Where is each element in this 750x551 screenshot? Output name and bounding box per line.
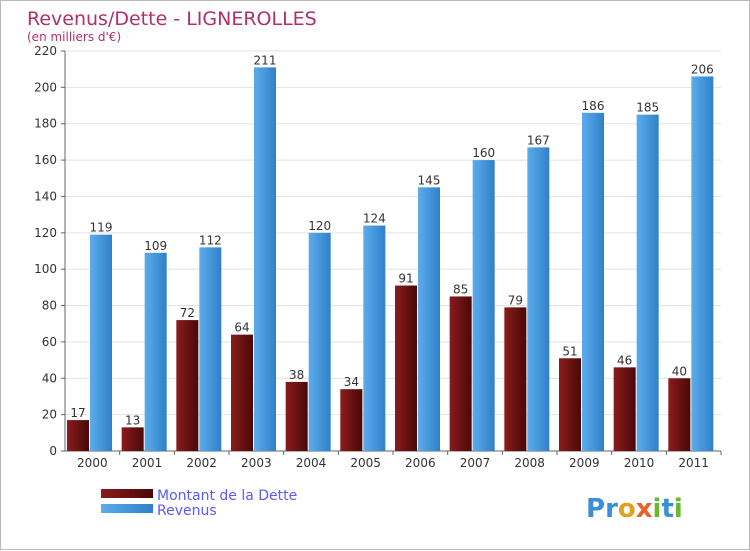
- value-label-revenus: 112: [199, 233, 222, 247]
- bar-revenus: [636, 114, 659, 452]
- value-label-dette: 17: [70, 406, 85, 420]
- y-tick-label: 0: [49, 444, 57, 458]
- bar-dette: [340, 389, 363, 451]
- value-label-revenus: 120: [308, 219, 331, 233]
- y-tick-label: 200: [34, 80, 57, 94]
- x-tick-label: 2010: [624, 456, 655, 470]
- value-label-dette: 64: [234, 321, 249, 335]
- y-tick-label: 160: [34, 153, 57, 167]
- value-label-revenus: 167: [527, 133, 550, 147]
- legend: Montant de la Dette Revenus: [101, 488, 297, 519]
- value-label-revenus: 109: [144, 239, 167, 253]
- value-label-revenus: 145: [418, 173, 441, 187]
- chart-title: Revenus/Dette - LIGNEROLLES: [27, 8, 317, 30]
- chart-subtitle: (en milliers d'€): [27, 30, 121, 44]
- bar-dette: [613, 367, 636, 451]
- proxiti-logo: Proxiti: [586, 494, 683, 524]
- value-label-dette: 72: [180, 306, 195, 320]
- bar-revenus: [199, 247, 222, 451]
- x-tick-label: 2005: [350, 456, 381, 470]
- legend-label-revenus: Revenus: [157, 503, 217, 519]
- y-tick-label: 20: [42, 408, 57, 422]
- bar-revenus: [308, 232, 331, 451]
- value-label-revenus: 124: [363, 212, 386, 226]
- x-tick-label: 2009: [569, 456, 600, 470]
- x-tick-label: 2001: [132, 456, 163, 470]
- x-tick-label: 2007: [460, 456, 491, 470]
- x-tick-label: 2011: [678, 456, 709, 470]
- bar-dette: [121, 427, 144, 451]
- value-label-revenus: 206: [691, 62, 714, 76]
- value-label-dette: 13: [125, 413, 140, 427]
- bar-dette: [668, 378, 691, 451]
- value-label-dette: 79: [508, 293, 523, 307]
- bar-dette: [449, 296, 472, 451]
- bar-revenus: [418, 187, 440, 451]
- bar-dette: [395, 285, 417, 451]
- y-tick-label: 60: [42, 335, 57, 349]
- legend-swatch-dette: [101, 489, 153, 498]
- bar-dette: [504, 307, 527, 451]
- bar-revenus: [582, 112, 604, 452]
- x-tick-label: 2002: [186, 456, 217, 470]
- legend-swatch-revenus: [101, 504, 153, 513]
- x-tick-label: 2006: [405, 456, 436, 470]
- value-label-revenus: 186: [582, 99, 605, 113]
- value-label-dette: 34: [344, 375, 359, 389]
- bars: [67, 67, 714, 452]
- bar-dette: [67, 420, 89, 451]
- y-tick-label: 40: [42, 371, 57, 385]
- value-label-dette: 40: [672, 364, 687, 378]
- y-tick-label: 80: [42, 299, 57, 313]
- y-tick-label: 180: [34, 117, 57, 131]
- x-tick-label: 2004: [296, 456, 327, 470]
- value-label-dette: 91: [398, 272, 413, 286]
- bar-revenus: [472, 160, 495, 451]
- y-tick-label: 120: [34, 226, 57, 240]
- value-label-revenus: 185: [636, 101, 659, 115]
- value-label-revenus: 211: [254, 53, 277, 67]
- x-tick-label: 2008: [514, 456, 545, 470]
- bar-revenus: [254, 67, 276, 451]
- x-tick-label: 2000: [77, 456, 108, 470]
- y-tick-label: 100: [34, 262, 57, 276]
- value-label-dette: 85: [453, 282, 468, 296]
- y-tick-label: 140: [34, 189, 57, 203]
- bar-dette: [285, 381, 308, 451]
- value-labels: 17 119 13 109 72 112 64 211 38 120 34 124 91 145 85 160…: [70, 53, 713, 427]
- bar-revenus: [363, 225, 386, 451]
- value-label-dette: 51: [562, 344, 577, 358]
- value-label-revenus: 160: [472, 146, 495, 160]
- value-label-revenus: 119: [90, 221, 113, 235]
- axes: 0 20 40 60 80 100 120 140 160 180 200 220 2000 2001 20…: [34, 44, 722, 470]
- grid-lines: [65, 50, 721, 452]
- bar-dette: [559, 358, 581, 451]
- bar-revenus: [144, 252, 167, 451]
- y-tick-label: 220: [34, 44, 57, 58]
- value-label-dette: 38: [289, 368, 304, 382]
- bar-dette: [176, 320, 199, 451]
- bar-revenus: [691, 76, 714, 452]
- legend-label-dette: Montant de la Dette: [157, 488, 297, 504]
- value-label-dette: 46: [617, 353, 632, 367]
- x-tick-label: 2003: [241, 456, 272, 470]
- bar-revenus: [527, 147, 550, 451]
- bar-revenus: [90, 234, 112, 451]
- bar-dette: [231, 334, 253, 451]
